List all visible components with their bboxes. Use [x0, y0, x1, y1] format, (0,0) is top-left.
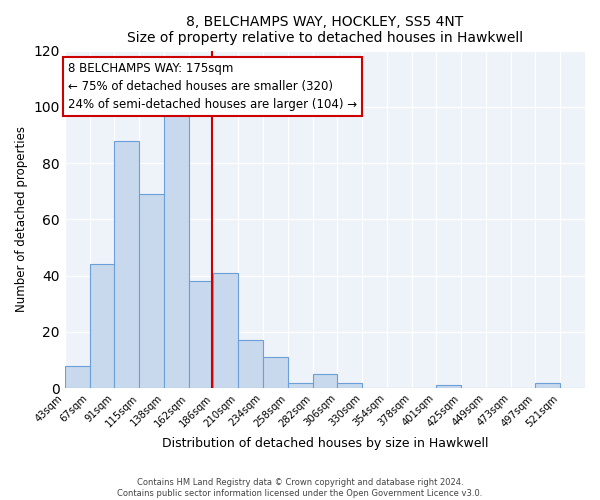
X-axis label: Distribution of detached houses by size in Hawkwell: Distribution of detached houses by size … — [161, 437, 488, 450]
Bar — [436, 386, 461, 388]
Y-axis label: Number of detached properties: Number of detached properties — [15, 126, 28, 312]
Bar — [89, 264, 115, 388]
Text: 8 BELCHAMPS WAY: 175sqm
← 75% of detached houses are smaller (320)
24% of semi-d: 8 BELCHAMPS WAY: 175sqm ← 75% of detache… — [68, 62, 357, 111]
Bar — [164, 104, 188, 388]
Title: 8, BELCHAMPS WAY, HOCKLEY, SS5 4NT
Size of property relative to detached houses : 8, BELCHAMPS WAY, HOCKLEY, SS5 4NT Size … — [127, 15, 523, 45]
Bar — [238, 340, 263, 388]
Bar — [288, 382, 313, 388]
Bar — [65, 366, 89, 388]
Bar — [337, 382, 362, 388]
Bar — [313, 374, 337, 388]
Bar — [535, 382, 560, 388]
Bar — [115, 140, 139, 388]
Bar — [139, 194, 164, 388]
Bar — [263, 357, 288, 388]
Bar — [214, 273, 238, 388]
Bar — [188, 282, 214, 388]
Text: Contains HM Land Registry data © Crown copyright and database right 2024.
Contai: Contains HM Land Registry data © Crown c… — [118, 478, 482, 498]
